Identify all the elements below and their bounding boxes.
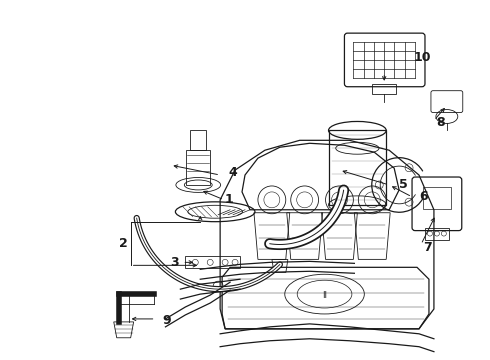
Text: 9: 9 [163, 314, 171, 327]
Bar [328, 130, 386, 205]
Bar [423, 187, 451, 209]
Text: 3: 3 [171, 256, 179, 269]
Text: 10: 10 [414, 51, 432, 64]
Bar [185, 256, 240, 268]
Text: 6: 6 [419, 190, 428, 203]
Bar [190, 130, 206, 150]
Text: 4: 4 [228, 166, 237, 179]
Bar [372, 84, 396, 94]
Text: II: II [322, 291, 327, 300]
Text: 2: 2 [119, 237, 127, 250]
Bar [186, 150, 210, 185]
Text: 5: 5 [399, 179, 408, 192]
Text: 8: 8 [436, 116, 444, 129]
Text: 1: 1 [224, 193, 233, 206]
Bar [425, 228, 449, 239]
Text: 7: 7 [423, 241, 432, 254]
